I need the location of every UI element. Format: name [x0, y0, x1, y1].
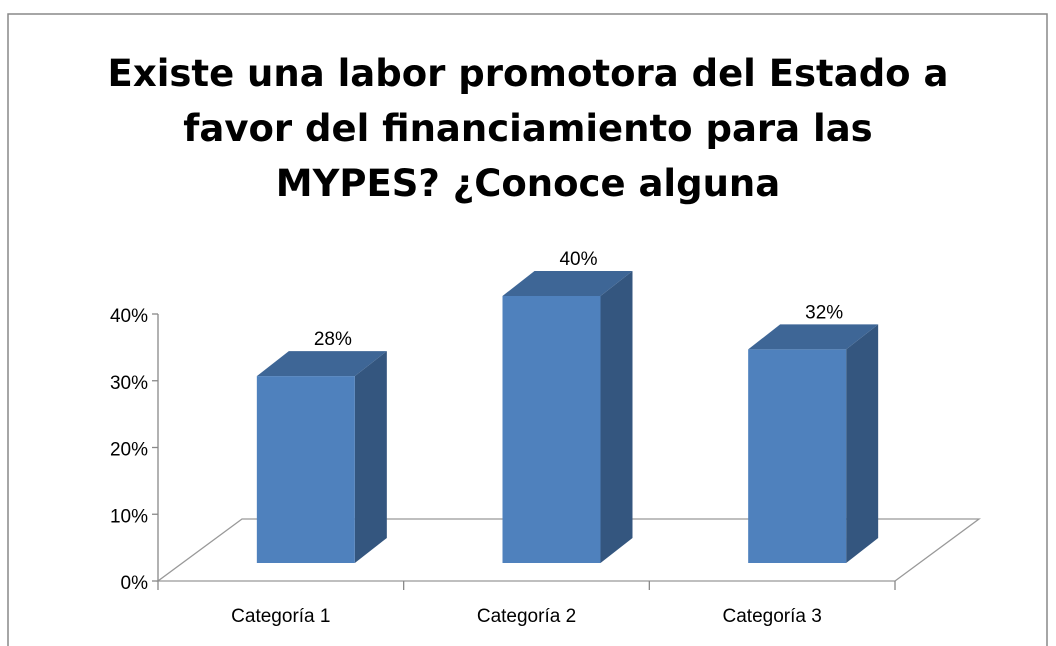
bar: [256, 376, 355, 563]
y-tick-label: 30%: [110, 373, 148, 394]
bar-top: [256, 351, 387, 377]
value-label: 28%: [314, 329, 352, 350]
x-tick-label: Categoría 1: [231, 606, 330, 627]
value-label: 32%: [805, 302, 843, 323]
bar-side: [600, 271, 633, 563]
chart-border: [7, 13, 1048, 646]
chart-title: Existe una labor promotora del Estado a …: [107, 52, 949, 205]
x-tick-label: Categoría 2: [477, 606, 576, 627]
value-label: 40%: [559, 249, 597, 270]
y-tick-label: 40%: [110, 306, 148, 327]
bar-top: [502, 271, 633, 296]
y-tick-label: 20%: [110, 440, 148, 461]
x-tick-label: Categoría 3: [723, 606, 822, 627]
bar: [502, 296, 601, 563]
y-tick-label: 0%: [121, 573, 149, 594]
y-tick-label: 10%: [110, 506, 148, 527]
bar: [748, 349, 847, 563]
bar-side: [354, 351, 387, 563]
bar-top: [748, 324, 879, 350]
bar-side: [846, 324, 879, 563]
